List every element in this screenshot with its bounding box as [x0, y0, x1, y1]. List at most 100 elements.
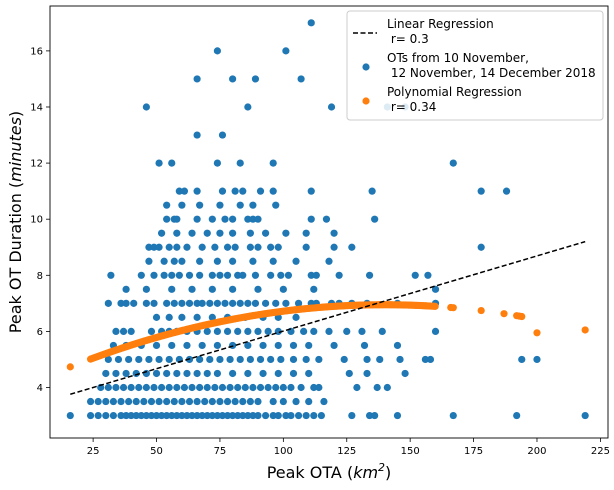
legend-poly-label: Polynomial Regression — [387, 85, 522, 99]
ot-data-point — [125, 397, 133, 406]
ot-data-point — [234, 383, 242, 392]
ot-data-point — [216, 229, 224, 237]
ot-data-point — [229, 299, 237, 307]
ot-data-point — [178, 411, 186, 420]
ot-data-point — [254, 215, 262, 223]
ot-data-point — [269, 397, 277, 406]
ot-data-point — [213, 327, 221, 336]
ot-data-point — [282, 47, 290, 55]
ot-data-point — [180, 383, 189, 392]
ot-data-point — [130, 299, 138, 307]
ot-data-point — [330, 341, 338, 350]
ot-data-point — [269, 257, 277, 265]
ot-data-point — [183, 411, 191, 420]
x-tick-label: 200 — [527, 446, 546, 457]
ot-data-point — [168, 271, 176, 279]
ot-data-point — [185, 397, 194, 406]
ot-data-point — [203, 369, 211, 378]
ot-data-point — [287, 383, 295, 392]
ot-data-point — [229, 257, 237, 265]
ot-data-point — [178, 201, 186, 209]
ot-data-point — [274, 327, 282, 336]
ot-data-point — [193, 75, 201, 83]
legend-ots-label: OTs from 10 November, — [387, 51, 529, 65]
ot-data-point — [231, 397, 239, 406]
ot-data-point — [269, 187, 277, 195]
ot-data-point — [431, 327, 440, 336]
legend-linear-label: Linear Regression — [387, 17, 494, 31]
ot-data-point — [122, 299, 130, 307]
ot-data-point — [122, 369, 130, 378]
ot-data-point — [335, 271, 343, 279]
ot-data-point — [203, 411, 211, 420]
ot-data-point — [117, 411, 125, 420]
ot-data-point — [208, 215, 216, 223]
y-tick-label: 8 — [37, 271, 43, 282]
ot-data-point — [325, 257, 333, 265]
ot-data-point — [234, 271, 242, 279]
ot-data-point — [102, 397, 110, 406]
polynomial-fit-point — [477, 306, 485, 315]
ot-data-point — [302, 355, 310, 364]
ot-data-point — [155, 243, 163, 251]
ot-data-point — [256, 355, 265, 364]
ot-data-point — [94, 411, 102, 420]
ot-data-point — [213, 341, 221, 350]
ot-data-point — [292, 313, 300, 321]
ot-data-point — [376, 355, 384, 364]
ot-data-point — [117, 299, 125, 307]
ot-data-point — [104, 299, 112, 307]
ot-data-point — [330, 243, 338, 251]
ot-data-point — [127, 327, 135, 336]
ot-data-point — [244, 369, 252, 378]
ot-data-point — [393, 411, 402, 420]
ot-data-point — [244, 411, 252, 420]
ot-data-point — [168, 159, 176, 167]
ot-data-point — [97, 383, 105, 392]
ot-data-point — [221, 215, 229, 223]
ot-data-point — [261, 229, 270, 237]
ot-data-point — [229, 215, 237, 223]
ot-data-point — [198, 341, 206, 350]
ot-data-point — [371, 215, 379, 223]
ot-data-point — [581, 411, 589, 420]
ot-data-point — [150, 271, 158, 279]
ot-data-point — [272, 299, 280, 307]
ot-data-point — [102, 411, 110, 420]
ot-data-point — [150, 383, 158, 392]
ot-data-point — [183, 341, 191, 350]
ot-data-point — [152, 341, 161, 350]
x-axis-ticks: 25 50 75 100 125 150 175 200 225 — [87, 438, 610, 457]
ot-data-point — [254, 397, 262, 406]
ot-data-point — [152, 411, 161, 420]
ot-data-point — [251, 299, 260, 307]
ot-data-point — [307, 215, 315, 223]
ot-data-point — [183, 243, 191, 251]
ot-data-point — [231, 243, 239, 251]
ot-data-point — [310, 383, 318, 392]
ot-data-point — [383, 383, 391, 392]
ot-data-point — [135, 355, 143, 364]
ot-data-point — [198, 299, 206, 307]
ot-data-point — [396, 355, 404, 364]
ot-data-point — [244, 215, 252, 223]
ot-data-point — [502, 187, 511, 195]
y-axis-ticks: 4 6 8 10 12 14 16 — [30, 46, 50, 394]
ot-data-point — [86, 397, 95, 406]
ot-data-point — [218, 131, 227, 139]
ot-data-point — [251, 75, 260, 83]
ot-data-point — [196, 355, 204, 364]
ot-data-point — [229, 411, 237, 420]
ot-data-point — [196, 257, 204, 265]
ot-data-point — [322, 215, 331, 223]
ot-data-point — [267, 271, 275, 279]
ot-data-point — [86, 411, 95, 420]
ot-data-point — [343, 327, 351, 336]
ot-data-point — [297, 383, 305, 392]
ot-data-point — [193, 299, 201, 307]
ot-data-point — [168, 411, 176, 420]
y-tick-label: 16 — [30, 46, 43, 57]
y-tick-label: 10 — [30, 215, 43, 226]
ot-data-point — [244, 103, 252, 111]
ot-data-point — [170, 299, 178, 307]
